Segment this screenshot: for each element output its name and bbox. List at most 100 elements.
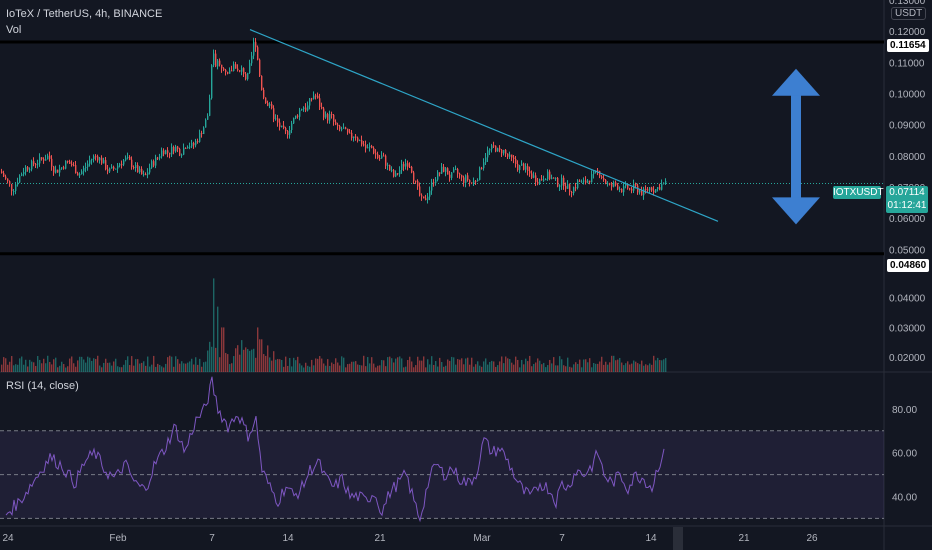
volume-bar <box>39 359 41 372</box>
candle <box>341 128 343 130</box>
volume-bar <box>619 357 621 372</box>
volume-bar <box>539 360 541 372</box>
candle <box>421 195 423 197</box>
candle <box>395 173 397 177</box>
volume-bar <box>635 361 637 372</box>
volume-bar <box>47 355 49 372</box>
volume-bar <box>339 365 341 372</box>
volume-bar <box>547 365 549 372</box>
volume-bar <box>355 361 357 372</box>
candle <box>49 155 51 159</box>
price-tick-label: 0.08000 <box>889 152 926 163</box>
volume-bar <box>451 356 453 372</box>
volume-bar <box>331 362 333 372</box>
candle <box>413 172 415 181</box>
candle <box>355 136 357 138</box>
candle <box>83 168 85 172</box>
volume-bar <box>275 359 277 372</box>
volume-bar <box>569 366 571 372</box>
volume-bar <box>51 364 53 372</box>
candle <box>205 119 207 128</box>
candle <box>287 131 289 135</box>
volume-bar <box>111 365 113 372</box>
candle <box>321 106 323 109</box>
volume-bar <box>423 356 425 372</box>
level-low-label: 0.04860 <box>887 259 930 272</box>
candle <box>127 157 129 159</box>
volume-bar <box>199 358 201 372</box>
volume-bar <box>209 341 211 372</box>
volume-label: Vol <box>6 24 22 36</box>
volume-bar <box>259 339 261 372</box>
volume-bar <box>561 359 563 372</box>
candle <box>225 69 227 73</box>
volume-bar <box>95 358 97 372</box>
candle <box>11 184 13 192</box>
candle <box>259 59 261 76</box>
candle <box>409 166 411 168</box>
candle <box>415 180 417 182</box>
volume-bar <box>191 358 193 372</box>
candle <box>97 156 99 161</box>
volume-bar <box>491 360 493 372</box>
volume-bar <box>63 364 65 372</box>
time-tick-label: 7 <box>559 533 565 544</box>
currency-badge[interactable]: USDT <box>891 7 927 20</box>
volume-bar <box>321 358 323 372</box>
candle <box>161 150 163 157</box>
volume-bar <box>79 356 81 372</box>
candle <box>323 108 325 118</box>
candle <box>473 180 475 184</box>
volume-bar <box>485 358 487 372</box>
volume-bar <box>13 365 15 372</box>
volume-bar <box>389 356 391 372</box>
volume-bar <box>75 366 77 372</box>
candle <box>19 175 21 183</box>
candle <box>333 114 335 122</box>
volume-bar <box>651 364 653 372</box>
volume-bar <box>521 359 523 372</box>
volume-bar <box>631 363 633 372</box>
candle <box>277 118 279 123</box>
volume-bar <box>499 361 501 372</box>
volume-bar <box>205 361 207 372</box>
candle <box>169 152 171 155</box>
candle <box>407 163 409 167</box>
volume-bar <box>285 356 287 372</box>
candle <box>99 157 101 161</box>
candle <box>377 154 379 159</box>
candle <box>599 171 601 177</box>
candle <box>509 154 511 157</box>
volume-bar <box>463 364 465 372</box>
volume-bar <box>125 360 127 372</box>
candle <box>21 174 23 176</box>
volume-bar <box>167 357 169 372</box>
volume-bar <box>193 364 195 372</box>
candle <box>171 146 173 155</box>
price-tick-label: 0.12000 <box>889 27 926 38</box>
candle <box>9 181 11 185</box>
candle <box>653 190 655 193</box>
volume-bar <box>517 359 519 372</box>
candle <box>539 179 541 184</box>
candle <box>613 182 615 187</box>
candle <box>283 125 285 129</box>
candle <box>417 180 419 187</box>
volume-bar <box>153 355 155 372</box>
candle <box>479 167 481 180</box>
candle <box>91 158 93 161</box>
volume-bar <box>65 367 67 372</box>
candle <box>155 157 157 166</box>
volume-bar <box>469 364 471 372</box>
time-tick-label: 24 <box>2 533 14 544</box>
candle <box>665 181 667 183</box>
candle <box>219 60 221 65</box>
candle <box>143 174 145 176</box>
candle <box>297 115 299 117</box>
volume-bar <box>583 359 585 372</box>
volume-bar <box>545 367 547 372</box>
candle <box>545 179 547 181</box>
volume-bar <box>109 362 111 372</box>
